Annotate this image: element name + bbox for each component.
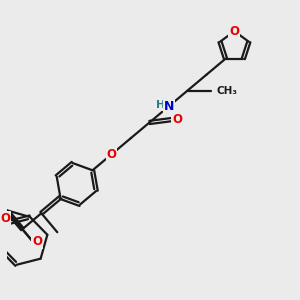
Text: O: O: [32, 235, 42, 248]
Text: CH₃: CH₃: [216, 85, 237, 96]
Text: H: H: [156, 100, 165, 110]
Text: N: N: [164, 100, 174, 113]
Text: O: O: [172, 113, 182, 126]
Text: O: O: [230, 25, 239, 38]
Text: O: O: [0, 212, 10, 225]
Text: O: O: [106, 148, 116, 161]
